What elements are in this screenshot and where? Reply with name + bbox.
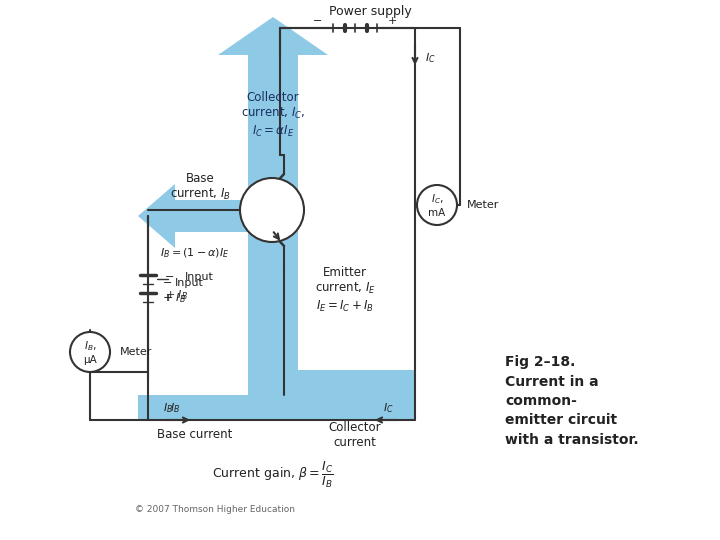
Text: $I_B$: $I_B$ <box>170 401 180 415</box>
Text: $I_C$: $I_C$ <box>425 51 436 65</box>
Circle shape <box>240 178 304 242</box>
Text: Meter: Meter <box>467 200 500 210</box>
Circle shape <box>70 332 110 372</box>
Text: Input: Input <box>175 278 204 288</box>
Text: +: + <box>163 293 172 303</box>
Text: Current gain, $\beta = \dfrac{I_C}{I_B}$: Current gain, $\beta = \dfrac{I_C}{I_B}$ <box>212 460 334 490</box>
Text: Power supply: Power supply <box>328 5 411 18</box>
Text: Emitter
current, $I_E$
$I_E = I_C + I_B$: Emitter current, $I_E$ $I_E = I_C + I_B$ <box>315 266 376 314</box>
Text: Input: Input <box>185 272 214 282</box>
Polygon shape <box>218 17 328 395</box>
Text: Base current: Base current <box>157 429 233 442</box>
Text: +: + <box>387 16 397 26</box>
Text: $I_B = (1-\alpha)I_E$: $I_B = (1-\alpha)I_E$ <box>160 246 230 260</box>
Text: $I_B$,
μA: $I_B$, μA <box>83 339 97 364</box>
Polygon shape <box>138 184 248 248</box>
Text: Collector
current: Collector current <box>329 421 382 449</box>
Text: Meter: Meter <box>120 347 153 357</box>
Text: $I_C$,
mA: $I_C$, mA <box>428 192 446 218</box>
Text: −: − <box>313 16 323 26</box>
Text: $I_C$: $I_C$ <box>382 401 393 415</box>
Text: Fig 2–18.
Current in a
common-
emitter circuit
with a transistor.: Fig 2–18. Current in a common- emitter c… <box>505 355 639 447</box>
Circle shape <box>417 185 457 225</box>
Text: $I_B$: $I_B$ <box>163 401 173 415</box>
Text: −: − <box>165 272 174 282</box>
Text: © 2007 Thomson Higher Education: © 2007 Thomson Higher Education <box>135 505 295 515</box>
Polygon shape <box>138 395 248 420</box>
Polygon shape <box>248 370 415 420</box>
Text: Collector
current, $I_C$,
$I_C = \alpha I_E$: Collector current, $I_C$, $I_C = \alpha … <box>240 91 305 139</box>
Text: Base
current, $I_B$: Base current, $I_B$ <box>169 172 230 202</box>
Text: + $I_B$: + $I_B$ <box>165 288 188 302</box>
Text: −: − <box>163 278 172 288</box>
Text: + $I_B$: + $I_B$ <box>163 291 186 305</box>
